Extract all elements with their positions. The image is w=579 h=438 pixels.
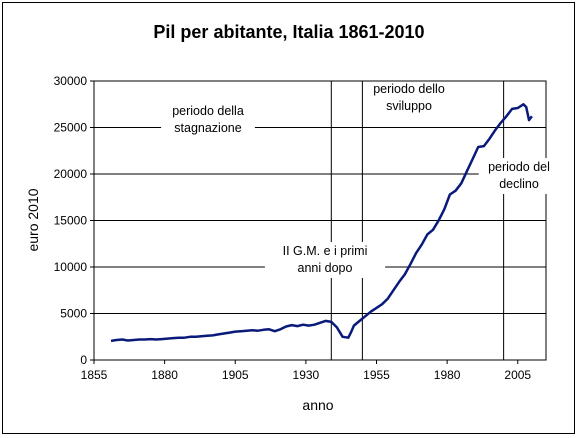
x-axis-ticks: 1855 1880 1905 1930 1955 1980 2005 [81,360,531,382]
annotations: periodo della stagnazione periodo dello svi… [161,82,560,278]
y-tick-label: 10000 [54,260,88,274]
y-tick-label: 15000 [54,214,88,228]
y-axis-label: euro 2010 [25,188,41,251]
x-tick-label: 1855 [81,368,108,382]
period-dividers [330,81,505,360]
annotation-background [478,158,560,194]
x-tick-label: 1930 [293,368,320,382]
series-line [110,103,533,343]
annotation-text: II G.M. e i primi [283,244,368,258]
annotation-background [264,242,386,278]
y-tick-label: 30000 [54,74,88,88]
annotation-text: periodo del [488,160,550,174]
x-tick-label: 1980 [434,368,461,382]
annotation-text: periodo dello [373,82,445,96]
annotation-text: stagnazione [174,121,241,135]
y-tick-label: 0 [80,353,87,367]
annotation-text: periodo della [172,104,244,118]
y-axis-ticks: 0 5000 10000 15000 20000 25000 30000 [54,74,94,367]
x-tick-label: 1955 [363,368,390,382]
x-axis-label: anno [302,397,333,413]
y-tick-label: 25000 [54,121,88,135]
x-tick-label: 1880 [151,368,178,382]
x-tick-label: 2005 [504,368,531,382]
chart-title: Pil per abitante, Italia 1861-2010 [153,22,424,42]
annotation-text: anni dopo [298,261,353,275]
chart-frame [2,2,575,434]
y-tick-label: 20000 [54,167,88,181]
annotation-background [161,102,255,138]
annotation-text: sviluppo [386,99,432,113]
x-tick-label: 1905 [222,368,249,382]
annotation-text: declino [499,177,539,191]
y-tick-label: 5000 [60,307,87,321]
